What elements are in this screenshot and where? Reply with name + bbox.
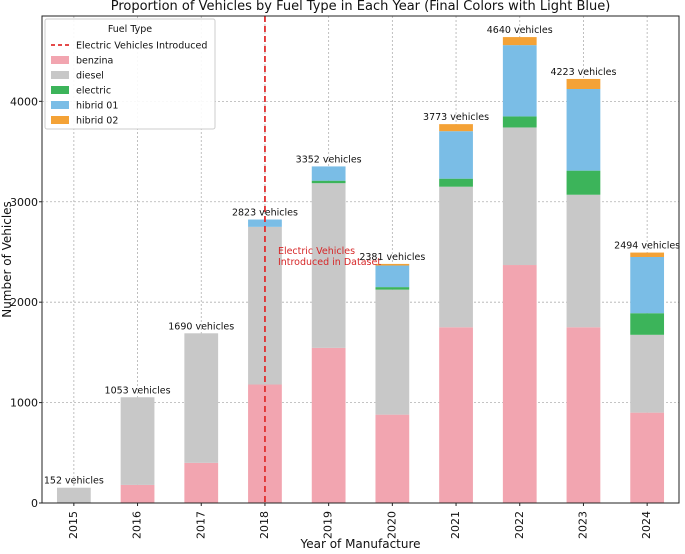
total-label: 2381 vehicles	[359, 252, 425, 263]
total-label: 4640 vehicles	[487, 25, 553, 36]
bar-electric-2022	[502, 116, 537, 128]
annotation-text-line: Electric Vehicles	[278, 246, 355, 257]
bar-diesel-2016	[120, 397, 155, 485]
bar-diesel-2019	[311, 183, 346, 348]
legend-swatch-benzina	[51, 56, 69, 64]
total-label: 1690 vehicles	[168, 321, 234, 332]
bar-hibrid-01-2019	[311, 166, 346, 181]
bar-diesel-2022	[502, 127, 537, 266]
legend-label: diesel	[76, 71, 104, 82]
x-tick-label: 2020	[385, 511, 398, 539]
y-tick-label: 2000	[10, 296, 38, 309]
x-axis-label: Year of Manufacture	[299, 537, 420, 550]
bar-diesel-2017	[184, 333, 219, 463]
legend-label: hibrid 01	[76, 101, 118, 112]
bar-hibrid-01-2024	[630, 256, 665, 314]
bar-benzina-2016	[120, 484, 155, 503]
total-labels: 152 vehicles 1053 vehicles 1690 vehicles 28…	[44, 25, 680, 487]
x-tick-label: 2016	[131, 511, 144, 539]
legend-swatch-hibrid-01	[51, 101, 69, 109]
y-tick-label: 1000	[10, 397, 38, 410]
y-tick-label: 0	[31, 497, 38, 510]
bar-hibrid-02-2021	[439, 124, 473, 132]
total-label: 3352 vehicles	[296, 154, 362, 165]
bar-diesel-2015	[56, 487, 91, 503]
bars	[56, 37, 665, 503]
bar-hibrid-02-2020	[375, 263, 410, 266]
bar-hibrid-02-2024	[630, 252, 665, 257]
bar-hibrid-01-2020	[375, 265, 410, 288]
x-tick-label: 2017	[194, 511, 207, 539]
bar-diesel-2024	[630, 334, 665, 413]
bar-hibrid-01-2023	[566, 88, 601, 171]
legend: Fuel Type Electric Vehicles Introduced ben…	[44, 18, 216, 130]
total-label: 2823 vehicles	[232, 208, 298, 219]
bar-benzina-2023	[566, 327, 601, 503]
total-label: 1053 vehicles	[105, 385, 171, 396]
bar-hibrid-01-2018	[248, 219, 282, 227]
bar-benzina-2020	[375, 414, 410, 503]
bar-hibrid-01-2021	[439, 131, 473, 179]
x-tick-label: 2015	[67, 511, 80, 539]
total-label: 2494 vehicles	[614, 241, 680, 252]
annotation-text-line: Introduced in Dataset	[278, 257, 381, 268]
bar-benzina-2018	[248, 384, 282, 503]
y-tick-label: 3000	[10, 196, 38, 209]
bar-electric-2023	[566, 170, 601, 195]
bar-benzina-2022	[502, 265, 537, 503]
chart-title: Proportion of Vehicles by Fuel Type in E…	[111, 0, 611, 14]
bar-diesel-2021	[439, 186, 473, 328]
total-label: 3773 vehicles	[423, 112, 489, 123]
bar-electric-2019	[311, 180, 346, 184]
legend-swatch-diesel	[51, 71, 69, 79]
bar-electric-2021	[439, 178, 473, 187]
x-tick-label: 2019	[322, 511, 335, 539]
tick-labels: 0 1000 2000 3000 4000 2015 2016 2017 2018 2019 202…	[10, 95, 653, 539]
bar-benzina-2019	[311, 347, 346, 503]
legend-swatch-hibrid-02	[51, 116, 69, 124]
bar-electric-2020	[375, 287, 410, 290]
legend-label: electric	[76, 86, 111, 97]
bar-benzina-2017	[184, 462, 219, 503]
legend-label: Electric Vehicles Introduced	[76, 41, 207, 52]
y-tick-label: 4000	[10, 95, 38, 108]
bar-hibrid-02-2023	[566, 78, 601, 89]
x-tick-label: 2022	[513, 511, 526, 539]
x-tick-label: 2021	[449, 511, 462, 539]
bar-diesel-2023	[566, 194, 601, 328]
legend-label: hibrid 02	[76, 116, 118, 127]
bar-hibrid-01-2022	[502, 45, 537, 117]
x-tick-label: 2024	[640, 511, 653, 539]
total-label: 152 vehicles	[44, 476, 104, 487]
legend-title: Fuel Type	[108, 24, 152, 35]
legend-label: benzina	[76, 56, 113, 67]
total-label: 4223 vehicles	[550, 67, 616, 78]
bar-hibrid-02-2022	[502, 37, 537, 46]
legend-swatch-electric	[51, 86, 69, 94]
bar-electric-2024	[630, 313, 665, 335]
x-tick-label: 2018	[258, 511, 271, 539]
plot-frame	[41, 15, 680, 504]
x-tick-label: 2023	[576, 511, 589, 539]
bar-benzina-2024	[630, 412, 665, 503]
legend-box	[44, 18, 216, 130]
bar-diesel-2020	[375, 289, 410, 415]
bar-benzina-2021	[439, 327, 473, 503]
y-axis-label: Number of Vehicles	[0, 201, 14, 318]
